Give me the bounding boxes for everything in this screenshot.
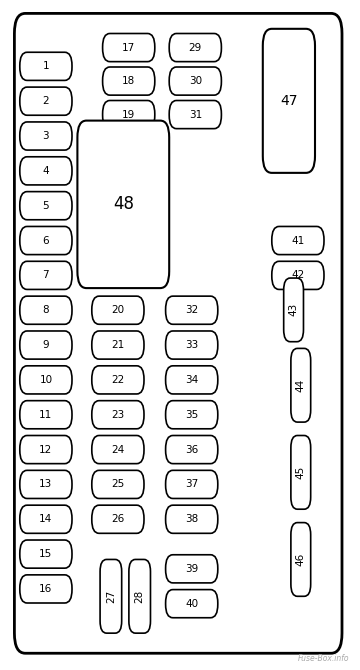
Text: 13: 13 bbox=[39, 480, 53, 489]
FancyBboxPatch shape bbox=[14, 13, 342, 653]
Text: 34: 34 bbox=[185, 375, 198, 385]
Text: 1: 1 bbox=[42, 62, 49, 71]
FancyBboxPatch shape bbox=[263, 29, 315, 173]
FancyBboxPatch shape bbox=[166, 296, 218, 324]
FancyBboxPatch shape bbox=[291, 523, 311, 596]
Text: 35: 35 bbox=[185, 410, 198, 419]
Text: 3: 3 bbox=[42, 131, 49, 141]
Text: 6: 6 bbox=[42, 236, 49, 245]
Text: 38: 38 bbox=[185, 515, 198, 524]
Text: 4: 4 bbox=[42, 166, 49, 176]
FancyBboxPatch shape bbox=[92, 366, 144, 394]
FancyBboxPatch shape bbox=[20, 436, 72, 464]
Text: 30: 30 bbox=[189, 76, 202, 86]
Text: 8: 8 bbox=[42, 306, 49, 315]
FancyBboxPatch shape bbox=[92, 296, 144, 324]
FancyBboxPatch shape bbox=[291, 348, 311, 422]
Text: 22: 22 bbox=[111, 375, 125, 385]
Text: 39: 39 bbox=[185, 564, 198, 574]
Text: 11: 11 bbox=[39, 410, 53, 419]
FancyBboxPatch shape bbox=[92, 470, 144, 498]
Text: 47: 47 bbox=[280, 94, 298, 108]
FancyBboxPatch shape bbox=[20, 261, 72, 289]
Text: 15: 15 bbox=[39, 549, 53, 559]
Text: 24: 24 bbox=[111, 445, 125, 454]
FancyBboxPatch shape bbox=[20, 505, 72, 533]
FancyBboxPatch shape bbox=[92, 436, 144, 464]
FancyBboxPatch shape bbox=[166, 555, 218, 583]
Text: 12: 12 bbox=[39, 445, 53, 454]
FancyBboxPatch shape bbox=[20, 401, 72, 429]
Text: 33: 33 bbox=[185, 340, 198, 350]
Text: 37: 37 bbox=[185, 480, 198, 489]
Text: 7: 7 bbox=[42, 271, 49, 280]
Text: 16: 16 bbox=[39, 584, 53, 594]
Text: 32: 32 bbox=[185, 306, 198, 315]
FancyBboxPatch shape bbox=[166, 401, 218, 429]
Text: 31: 31 bbox=[189, 110, 202, 119]
FancyBboxPatch shape bbox=[166, 590, 218, 618]
FancyBboxPatch shape bbox=[169, 34, 221, 62]
Text: 26: 26 bbox=[111, 515, 125, 524]
Text: 14: 14 bbox=[39, 515, 53, 524]
Text: 48: 48 bbox=[113, 196, 134, 213]
FancyBboxPatch shape bbox=[77, 121, 169, 288]
Text: 27: 27 bbox=[106, 590, 116, 603]
Text: 45: 45 bbox=[296, 466, 306, 479]
FancyBboxPatch shape bbox=[92, 505, 144, 533]
Text: Fuse-Box.info: Fuse-Box.info bbox=[298, 655, 349, 663]
FancyBboxPatch shape bbox=[103, 100, 155, 129]
FancyBboxPatch shape bbox=[20, 157, 72, 185]
Text: 20: 20 bbox=[111, 306, 125, 315]
Text: 18: 18 bbox=[122, 76, 135, 86]
FancyBboxPatch shape bbox=[20, 296, 72, 324]
Text: 41: 41 bbox=[291, 236, 305, 245]
FancyBboxPatch shape bbox=[166, 366, 218, 394]
FancyBboxPatch shape bbox=[169, 67, 221, 95]
FancyBboxPatch shape bbox=[20, 192, 72, 220]
FancyBboxPatch shape bbox=[20, 331, 72, 359]
FancyBboxPatch shape bbox=[20, 540, 72, 568]
FancyBboxPatch shape bbox=[166, 470, 218, 498]
FancyBboxPatch shape bbox=[100, 559, 122, 633]
Text: 10: 10 bbox=[39, 375, 53, 385]
Text: 19: 19 bbox=[122, 110, 135, 119]
Text: 25: 25 bbox=[111, 480, 125, 489]
Text: 46: 46 bbox=[296, 553, 306, 566]
FancyBboxPatch shape bbox=[166, 436, 218, 464]
FancyBboxPatch shape bbox=[20, 470, 72, 498]
FancyBboxPatch shape bbox=[166, 505, 218, 533]
FancyBboxPatch shape bbox=[20, 87, 72, 115]
Text: 40: 40 bbox=[185, 599, 198, 608]
FancyBboxPatch shape bbox=[166, 331, 218, 359]
FancyBboxPatch shape bbox=[20, 575, 72, 603]
FancyBboxPatch shape bbox=[20, 226, 72, 255]
FancyBboxPatch shape bbox=[20, 52, 72, 80]
FancyBboxPatch shape bbox=[272, 226, 324, 255]
FancyBboxPatch shape bbox=[20, 366, 72, 394]
Text: 5: 5 bbox=[42, 201, 49, 210]
Text: 9: 9 bbox=[42, 340, 49, 350]
FancyBboxPatch shape bbox=[272, 261, 324, 289]
Text: 21: 21 bbox=[111, 340, 125, 350]
Text: 43: 43 bbox=[289, 304, 298, 316]
FancyBboxPatch shape bbox=[103, 34, 155, 62]
FancyBboxPatch shape bbox=[284, 278, 303, 342]
FancyBboxPatch shape bbox=[129, 559, 150, 633]
Text: 28: 28 bbox=[135, 590, 145, 603]
Text: 17: 17 bbox=[122, 43, 135, 52]
Text: 23: 23 bbox=[111, 410, 125, 419]
FancyBboxPatch shape bbox=[92, 331, 144, 359]
FancyBboxPatch shape bbox=[169, 100, 221, 129]
FancyBboxPatch shape bbox=[103, 67, 155, 95]
Text: 42: 42 bbox=[291, 271, 305, 280]
FancyBboxPatch shape bbox=[291, 436, 311, 509]
FancyBboxPatch shape bbox=[92, 401, 144, 429]
Text: 36: 36 bbox=[185, 445, 198, 454]
Text: 2: 2 bbox=[42, 96, 49, 106]
FancyBboxPatch shape bbox=[20, 122, 72, 150]
Text: 44: 44 bbox=[296, 379, 306, 392]
Text: 29: 29 bbox=[189, 43, 202, 52]
